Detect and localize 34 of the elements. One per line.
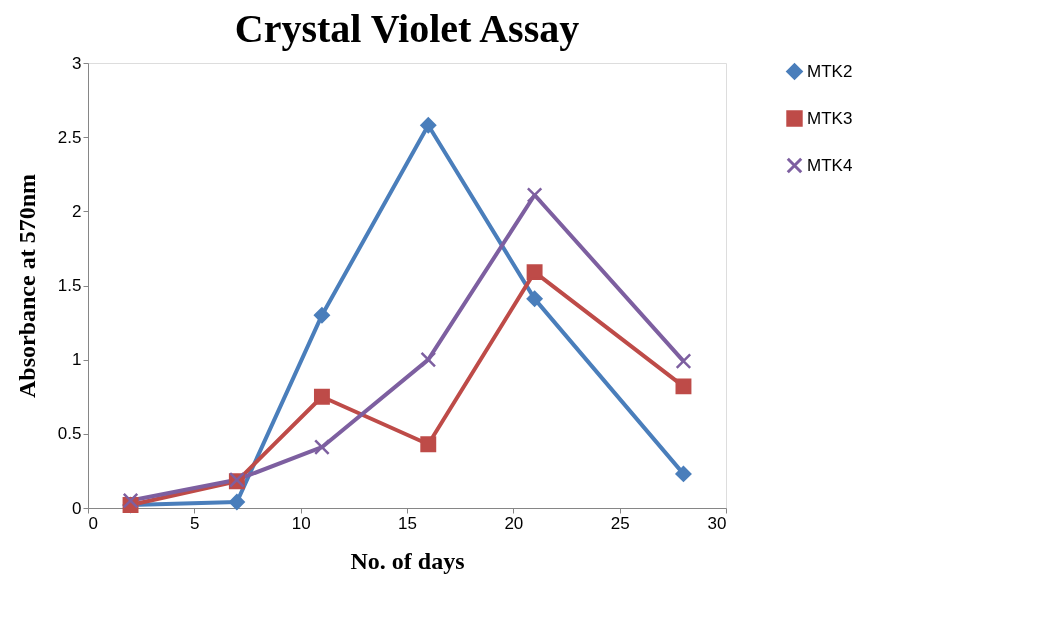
y-tick-label: 1 — [72, 350, 82, 370]
point — [526, 264, 543, 281]
x-tick-label: 5 — [190, 513, 200, 533]
y-tick-label: 2.5 — [57, 127, 82, 147]
point — [313, 388, 330, 405]
y-axis-title: Absorbance at 570nm — [13, 173, 40, 399]
y-tick-label: 2 — [72, 201, 82, 221]
y-tick-label: 3 — [72, 53, 82, 73]
y-tick-label: 0 — [72, 498, 82, 518]
point — [313, 439, 330, 456]
x-tick-label: 20 — [504, 513, 524, 533]
point — [313, 307, 330, 324]
point — [420, 117, 437, 134]
x-tick-label: 15 — [398, 513, 417, 533]
y-tick-label: 0.5 — [57, 424, 82, 444]
y-tick-label: 1.5 — [57, 276, 82, 295]
x-tick-label: 30 — [707, 513, 727, 533]
legend-label: MTK4 — [807, 155, 853, 175]
point — [420, 351, 437, 368]
point — [675, 465, 692, 482]
point — [675, 378, 692, 395]
legend-label: MTK2 — [807, 61, 853, 81]
point — [420, 436, 437, 453]
point — [675, 353, 692, 370]
x-tick-label: 10 — [291, 513, 311, 533]
point — [122, 492, 139, 509]
x-tick-label: 0 — [88, 513, 98, 533]
legend-label: MTK3 — [807, 108, 853, 128]
x-tick-label: 25 — [610, 513, 630, 533]
chart-title: Crystal Violet Assay — [234, 6, 580, 51]
point — [526, 187, 543, 203]
point — [526, 290, 543, 307]
x-axis-title: No. of days — [350, 547, 465, 574]
point — [228, 494, 245, 511]
